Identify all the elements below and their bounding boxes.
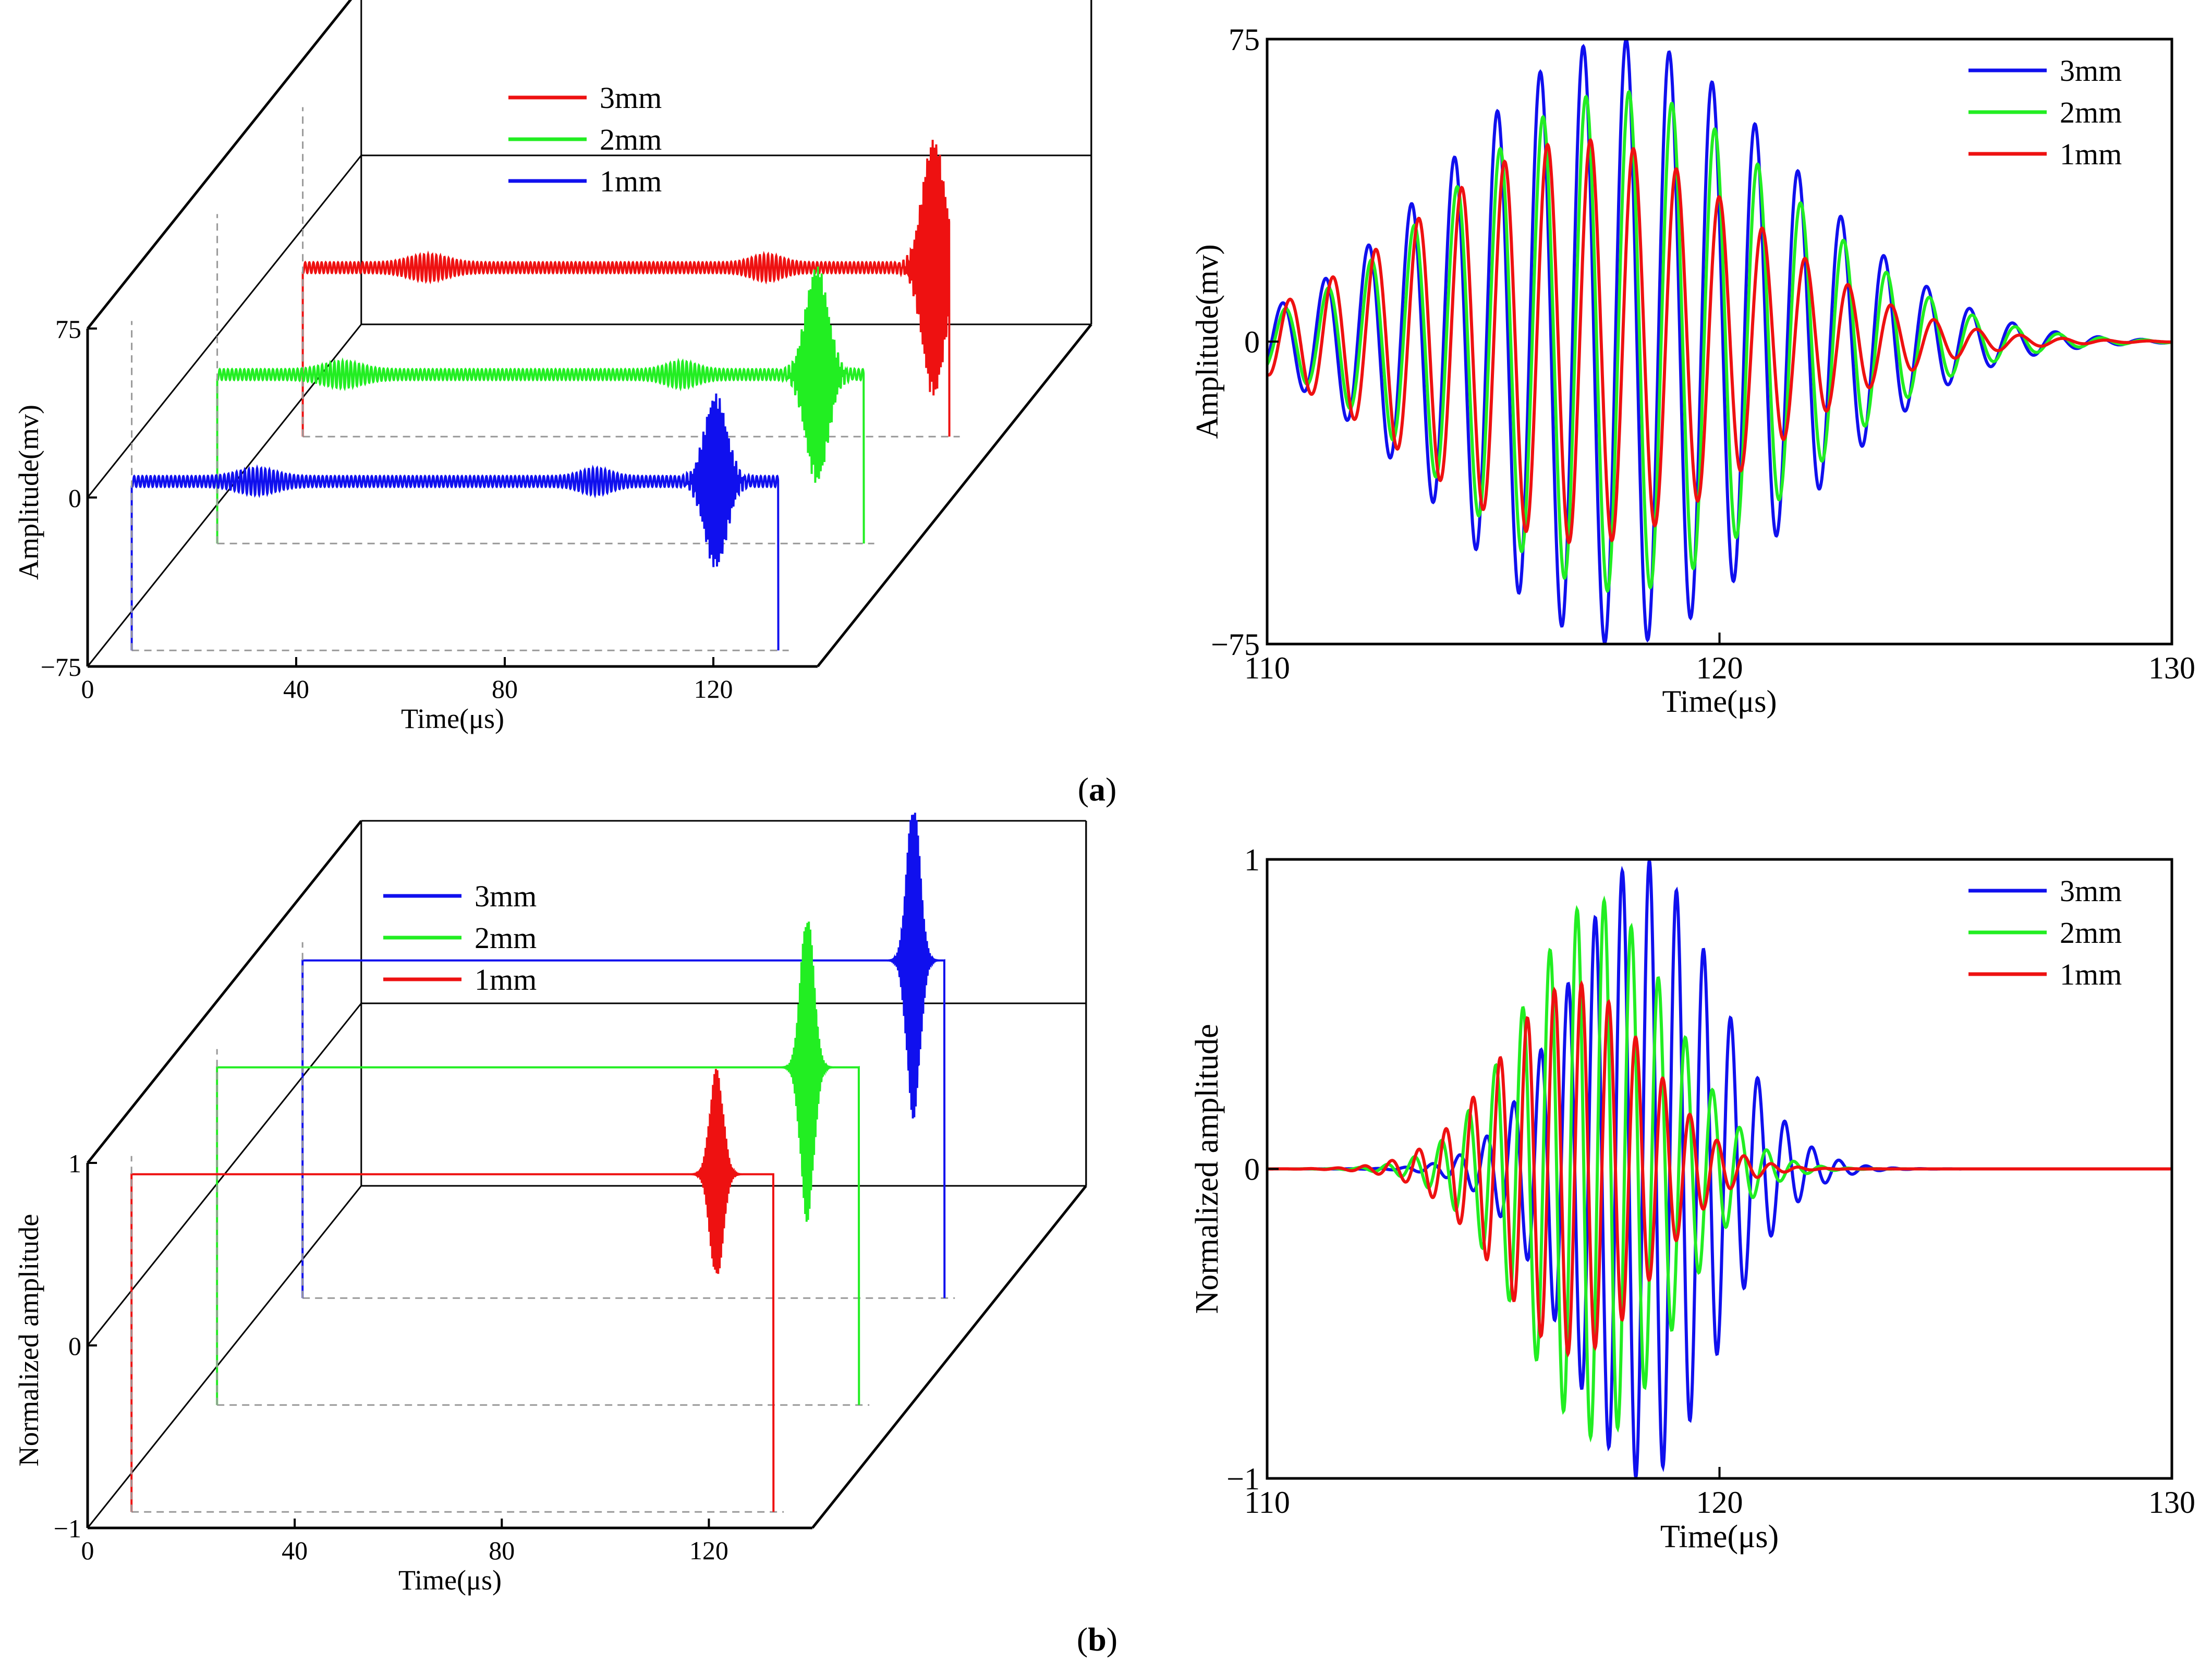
legend-label-3mm: 3mm — [600, 81, 662, 115]
series-line-3mm — [301, 140, 951, 437]
series-line-2mm — [216, 266, 865, 544]
legend-label-2mm: 2mm — [2060, 95, 2122, 129]
x-tick-label: 40 — [283, 674, 309, 703]
series-line-3mm — [301, 812, 946, 1298]
box-floor-right-edge — [811, 1185, 1087, 1529]
box-top-left-edge — [87, 820, 362, 1164]
legend-label-1mm: 1mm — [2060, 137, 2122, 171]
x-tick-label: 80 — [489, 1536, 515, 1565]
legend-label-1mm: 1mm — [475, 963, 537, 997]
x-axis-label: Time(μs) — [398, 1564, 502, 1596]
y-tick-label: 0 — [68, 1331, 81, 1361]
y-tick-label: −1 — [1226, 1462, 1260, 1496]
y-axis-label: Amplitude(mv) — [13, 405, 44, 580]
panel-label-a-letter: a — [1089, 771, 1105, 808]
series-line-1mm — [1267, 138, 2172, 544]
y-tick-label: 0 — [1244, 325, 1260, 359]
legend-label-2mm: 2mm — [2060, 916, 2122, 950]
y-tick-label: −75 — [41, 652, 81, 682]
series-line-2mm — [216, 921, 860, 1405]
y-tick-label: 0 — [68, 483, 81, 513]
x-tick-label: 120 — [694, 674, 733, 703]
panel-label-b: (b) — [1077, 1621, 1117, 1658]
x-tick-label: 0 — [81, 674, 94, 703]
x-tick-label: 120 — [1696, 651, 1743, 685]
panel-label-b-letter: b — [1088, 1621, 1107, 1658]
series-line-1mm — [130, 393, 780, 651]
legend-label-3mm: 3mm — [2060, 874, 2122, 908]
box-top-left-edge — [87, 0, 353, 330]
x-tick-label: 120 — [1696, 1485, 1743, 1520]
y-tick-label: 75 — [1229, 22, 1260, 57]
y-axis-label: Normalized amplitude — [13, 1214, 44, 1466]
series-line-2mm — [1267, 90, 2172, 593]
x-tick-label: 80 — [492, 674, 518, 703]
x-axis-label: Time(μs) — [1662, 684, 1777, 719]
legend-label-2mm: 2mm — [600, 123, 662, 156]
panel-label-a: (a) — [1078, 771, 1117, 808]
x-tick-label: 130 — [2148, 1485, 2195, 1520]
x-tick-label: 110 — [1244, 1485, 1290, 1520]
legend-label-2mm: 2mm — [475, 921, 537, 955]
y-tick-label: −75 — [1211, 627, 1260, 662]
box-floor-left-edge — [87, 1185, 362, 1528]
y-tick-label: 1 — [68, 1149, 81, 1178]
x-tick-label: 130 — [2148, 651, 2195, 685]
legend-label-1mm: 1mm — [600, 164, 662, 198]
x-axis-label: Time(μs) — [401, 703, 504, 734]
box-floor-right-edge — [817, 323, 1092, 667]
x-axis-label: Time(μs) — [1660, 1519, 1779, 1555]
y-tick-label: −1 — [54, 1514, 81, 1543]
x-tick-label: 0 — [81, 1536, 94, 1565]
panel-a-right-chart: 110 120 130 −75 0 75 Time(μs) Amplitude(mv) 3mm 2… — [1190, 22, 2195, 719]
series-line-1mm — [130, 1069, 775, 1512]
x-tick-label: 40 — [282, 1536, 308, 1565]
x-tick-label: 120 — [689, 1536, 728, 1565]
panel-b-right-chart: 110 120 130 −1 0 1 Time(μs) Normalized amplitud… — [1189, 843, 2195, 1555]
y-axis-label: Normalized amplitude — [1189, 1024, 1225, 1314]
y-tick-label: 1 — [1244, 843, 1260, 877]
panel-a-left-3d-chart: 0 40 80 120−75075Time(μs)Amplitude(mv)3mm2m… — [13, 0, 1092, 734]
legend-label-3mm: 3mm — [2060, 54, 2122, 88]
legend-label-3mm: 3mm — [475, 879, 537, 913]
series-line-1mm — [1267, 980, 2172, 1358]
y-axis-label: Amplitude(mv) — [1190, 244, 1224, 439]
legend-label-1mm: 1mm — [2060, 957, 2122, 991]
x-tick-label: 110 — [1244, 651, 1290, 685]
y-tick-label: 0 — [1244, 1152, 1260, 1187]
box-zero-side-line — [87, 155, 362, 498]
y-tick-label: 75 — [55, 314, 81, 344]
